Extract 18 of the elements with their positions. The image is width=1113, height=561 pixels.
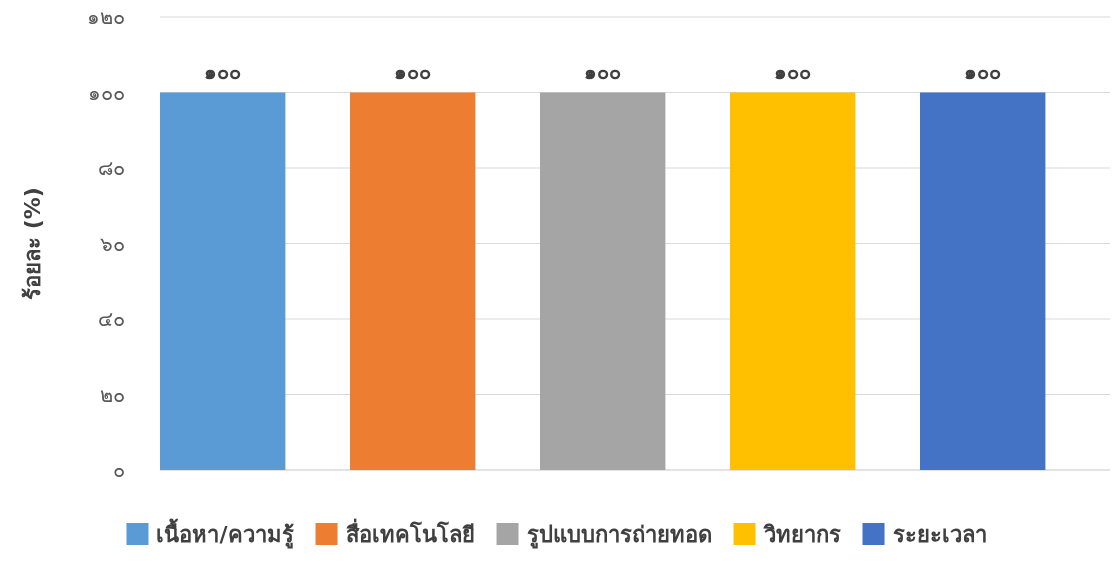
data-label: ๑๐๐	[964, 59, 1002, 84]
y-tick-label: ๒๐	[100, 382, 125, 407]
y-tick-label: ๑๐๐	[88, 80, 125, 105]
legend-label: ระยะเวลา	[892, 522, 987, 547]
y-tick-label: ๔๐	[98, 307, 125, 331]
legend-label: เนื้อหา/ความรู้	[156, 518, 294, 549]
legend-label: วิทยากร	[762, 522, 841, 547]
data-label: ๑๐๐	[774, 59, 812, 84]
legend-label: สื่อเทคโนโลยี	[345, 518, 475, 547]
y-tick-label: ๐	[113, 458, 125, 482]
y-tick-label: ๑๒๐	[87, 5, 125, 29]
y-tick-label: ๘๐	[98, 156, 125, 180]
data-label: ๑๐๐	[584, 59, 622, 84]
y-tick-label: ๖๐	[100, 231, 125, 256]
y-axis-title: ร้อยละ (%)	[20, 187, 45, 300]
data-label: ๑๐๐	[394, 59, 432, 84]
legend-label: รูปแบบการถ่ายทอด	[526, 522, 712, 549]
data-label: ๑๐๐	[204, 59, 242, 84]
